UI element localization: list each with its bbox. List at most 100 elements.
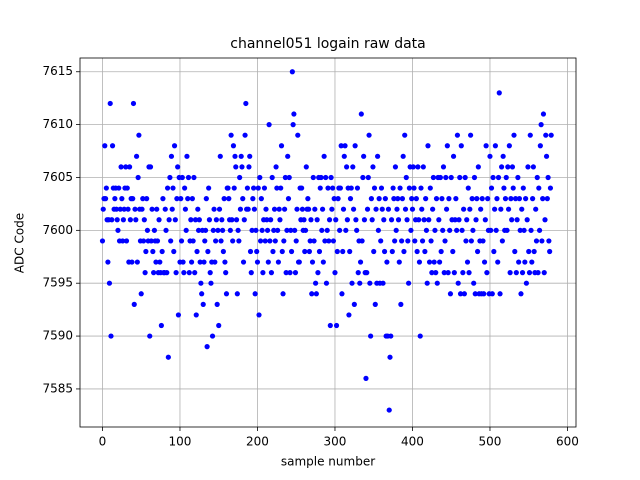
- point: [141, 217, 147, 223]
- point: [389, 248, 395, 255]
- point: [102, 196, 109, 202]
- point: [321, 153, 327, 159]
- point: [229, 217, 235, 223]
- point: [400, 153, 406, 159]
- point: [387, 354, 393, 360]
- point: [359, 238, 365, 244]
- point: [430, 206, 436, 212]
- point: [500, 153, 506, 159]
- point: [361, 217, 368, 223]
- point: [368, 196, 374, 202]
- point: [513, 270, 519, 276]
- point: [306, 206, 312, 212]
- point: [254, 248, 260, 255]
- point: [293, 238, 299, 244]
- point: [390, 185, 396, 191]
- point: [290, 122, 296, 128]
- point: [443, 174, 449, 181]
- point: [375, 153, 381, 159]
- point: [319, 206, 326, 212]
- point: [240, 196, 246, 202]
- point: [165, 354, 171, 360]
- point: [235, 227, 241, 233]
- point: [186, 270, 192, 276]
- point: [483, 143, 489, 149]
- point: [261, 185, 268, 191]
- point: [313, 280, 319, 286]
- point: [378, 185, 385, 191]
- point: [340, 248, 346, 255]
- point: [233, 217, 240, 223]
- point: [117, 206, 123, 212]
- point: [194, 248, 200, 255]
- point: [318, 174, 324, 181]
- point: [343, 227, 349, 233]
- point: [461, 206, 467, 212]
- point: [265, 259, 271, 265]
- point: [182, 185, 188, 191]
- point: [536, 185, 542, 191]
- point: [232, 153, 238, 159]
- point: [538, 122, 544, 128]
- point: [405, 238, 411, 244]
- point: [270, 248, 276, 255]
- x-tick-label: 100: [169, 435, 192, 449]
- point: [363, 375, 369, 381]
- point: [217, 153, 223, 159]
- point: [154, 206, 160, 212]
- point: [543, 132, 549, 138]
- point: [175, 312, 182, 318]
- point: [342, 143, 348, 149]
- point: [130, 196, 136, 202]
- point: [131, 301, 137, 307]
- point: [285, 153, 291, 159]
- point: [322, 238, 328, 244]
- point: [380, 280, 386, 286]
- x-axis-label: sample number: [281, 455, 375, 469]
- point: [213, 217, 219, 223]
- point: [308, 217, 314, 223]
- x-tick-label: 600: [556, 435, 579, 449]
- point: [135, 174, 141, 181]
- point: [136, 132, 142, 138]
- point: [471, 174, 478, 181]
- point: [522, 259, 528, 265]
- point: [278, 143, 285, 149]
- point: [189, 196, 195, 202]
- point: [325, 185, 331, 191]
- point: [189, 259, 195, 265]
- point: [358, 111, 364, 117]
- point: [280, 291, 286, 297]
- point: [330, 238, 337, 244]
- point: [183, 227, 189, 233]
- point: [354, 185, 361, 191]
- point: [497, 291, 503, 297]
- point: [428, 238, 434, 244]
- point: [438, 248, 444, 255]
- point: [268, 270, 275, 276]
- point: [190, 238, 196, 244]
- point: [410, 164, 416, 170]
- point: [103, 185, 109, 191]
- point: [461, 291, 467, 297]
- point: [185, 174, 192, 181]
- point: [112, 196, 118, 202]
- point: [433, 196, 440, 202]
- point: [278, 185, 284, 191]
- point: [220, 227, 226, 233]
- point: [467, 206, 473, 212]
- y-tick-label: 7595: [42, 276, 73, 290]
- point: [313, 291, 319, 297]
- point: [386, 407, 392, 413]
- point: [240, 259, 247, 265]
- point: [349, 280, 355, 286]
- point: [436, 217, 442, 223]
- point: [468, 238, 474, 244]
- point: [366, 132, 372, 138]
- point: [391, 196, 397, 202]
- point: [512, 196, 519, 202]
- point: [518, 291, 524, 297]
- point: [470, 227, 476, 233]
- point: [178, 196, 184, 202]
- point: [242, 132, 248, 138]
